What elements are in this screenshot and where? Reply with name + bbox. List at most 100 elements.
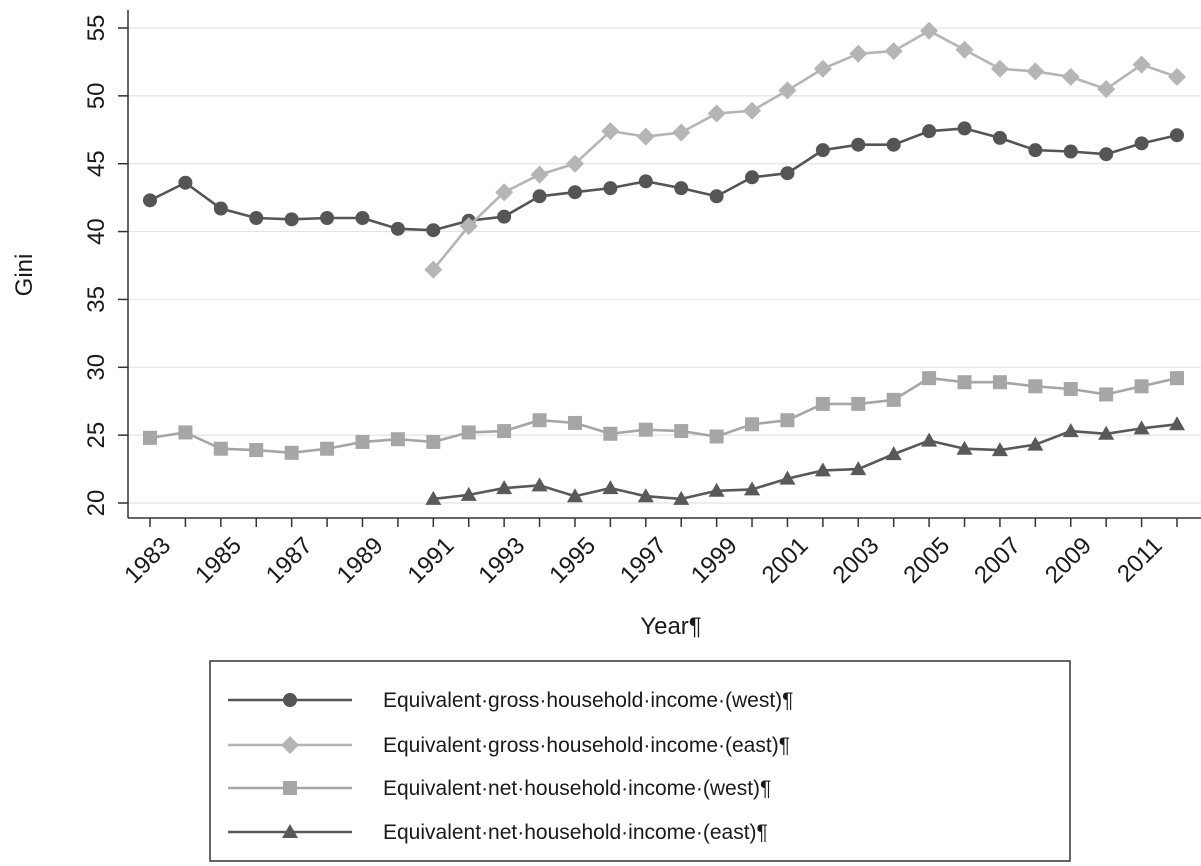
data-point-circle	[1028, 143, 1043, 158]
data-point-circle	[957, 121, 972, 136]
data-point-square	[603, 426, 618, 441]
legend-entry-2: Equivalent·gross·household·income·(east)…	[228, 734, 790, 757]
legend-label-4: Equivalent·net·household·income·(east)¶	[383, 821, 768, 844]
data-point-triangle	[602, 480, 619, 495]
y-tick-label-35: 35	[83, 286, 110, 313]
series-line-4	[433, 422, 1178, 501]
data-point-diamond	[495, 183, 514, 202]
data-point-circle	[745, 170, 760, 185]
data-point-square	[1063, 382, 1078, 396]
data-point-square	[745, 417, 760, 432]
x-tick-label-1993: 1993	[473, 532, 530, 589]
data-point-circle	[532, 189, 547, 204]
x-tick-label-1987: 1987	[261, 532, 318, 589]
data-point-diamond	[459, 217, 478, 236]
data-point-diamond	[743, 101, 762, 120]
data-point-circle	[674, 181, 689, 196]
legend-symbol-circle	[283, 693, 297, 707]
data-point-square	[426, 434, 441, 449]
data-point-square	[461, 425, 476, 440]
data-point-circle	[638, 174, 653, 189]
data-point-square	[1028, 379, 1043, 394]
data-point-circle	[709, 189, 724, 204]
data-point-circle	[922, 124, 937, 139]
data-point-diamond	[849, 44, 868, 63]
data-point-square	[922, 371, 937, 386]
x-tick-label-2007: 2007	[969, 532, 1026, 589]
legend: Equivalent·gross·household·income·(west)…	[209, 660, 1071, 862]
data-point-diamond	[1132, 55, 1151, 74]
x-tick-label-2005: 2005	[898, 532, 955, 589]
y-tick-label-40: 40	[83, 218, 110, 245]
data-point-triangle	[566, 488, 583, 503]
x-tick-label-2003: 2003	[828, 532, 885, 589]
data-point-square	[143, 430, 157, 445]
data-point-triangle	[1169, 416, 1185, 431]
data-point-diamond	[672, 123, 691, 142]
data-point-circle	[567, 185, 582, 200]
data-point-triangle	[744, 481, 761, 496]
x-tick-label-1999: 1999	[686, 532, 743, 589]
data-point-circle	[780, 166, 795, 181]
series-line-3	[149, 376, 1178, 455]
x-tick-label-1995: 1995	[544, 532, 601, 589]
data-point-circle	[1170, 128, 1184, 143]
data-point-diamond	[1168, 67, 1186, 86]
data-point-diamond	[424, 260, 443, 279]
x-tick-label-2009: 2009	[1040, 532, 1097, 589]
legend-label-1: Equivalent·gross·household·income·(west)…	[383, 689, 793, 712]
data-point-square	[851, 396, 866, 411]
x-tick-label-1989: 1989	[332, 532, 389, 589]
legend-entry-4: Equivalent·net·household·income·(east)¶	[228, 821, 768, 844]
data-point-square	[1134, 379, 1149, 394]
data-point-square	[709, 429, 724, 444]
legend-symbol-diamond	[281, 736, 299, 754]
data-point-triangle	[1098, 425, 1115, 440]
legend-marker-square	[283, 781, 297, 795]
data-point-circle	[143, 193, 157, 208]
data-point-circle	[1134, 136, 1149, 151]
y-axis-title: Gini	[11, 254, 38, 297]
axes	[127, 10, 1201, 519]
data-point-diamond	[955, 40, 974, 59]
data-point-triangle	[460, 486, 477, 501]
data-point-square	[674, 424, 689, 439]
data-point-square	[320, 441, 335, 456]
data-point-diamond	[565, 154, 584, 173]
data-point-circle	[284, 212, 299, 227]
x-tick-label-1991: 1991	[403, 532, 460, 589]
y-tick-label-30: 30	[83, 354, 110, 381]
series-1	[143, 121, 1184, 238]
data-point-square	[390, 432, 405, 447]
data-point-diamond	[601, 122, 620, 141]
data-point-square	[178, 425, 193, 440]
legend-entry-1: Equivalent·gross·household·income·(west)…	[228, 689, 793, 712]
data-point-circle	[851, 137, 866, 152]
data-point-circle	[390, 221, 405, 236]
x-tick-label-2001: 2001	[757, 532, 814, 589]
series-4	[425, 416, 1185, 505]
data-point-square	[284, 445, 299, 460]
x-tick-label-1997: 1997	[615, 532, 672, 589]
data-point-triangle	[1062, 423, 1079, 438]
x-axis-title: Year¶	[640, 613, 701, 640]
legend-box	[209, 660, 1071, 862]
data-point-square	[355, 434, 370, 449]
data-point-square	[249, 443, 264, 458]
data-point-diamond	[920, 21, 939, 40]
x-tick-label-2011: 2011	[1112, 532, 1168, 588]
data-point-diamond	[1026, 62, 1045, 81]
data-point-triangle	[814, 462, 831, 477]
data-point-triangle	[850, 461, 867, 476]
data-point-diamond	[1061, 67, 1080, 86]
series-layer	[143, 21, 1186, 505]
data-point-triangle	[708, 482, 725, 497]
legend-label-2: Equivalent·gross·household·income·(east)…	[383, 734, 790, 757]
data-point-triangle	[531, 477, 548, 492]
data-point-circle	[886, 137, 901, 152]
data-point-triangle	[1133, 420, 1150, 435]
data-point-diamond	[707, 104, 726, 123]
gridlines	[128, 27, 1201, 504]
legend-entry-3: Equivalent·net·household·income·(west)¶	[228, 777, 771, 800]
